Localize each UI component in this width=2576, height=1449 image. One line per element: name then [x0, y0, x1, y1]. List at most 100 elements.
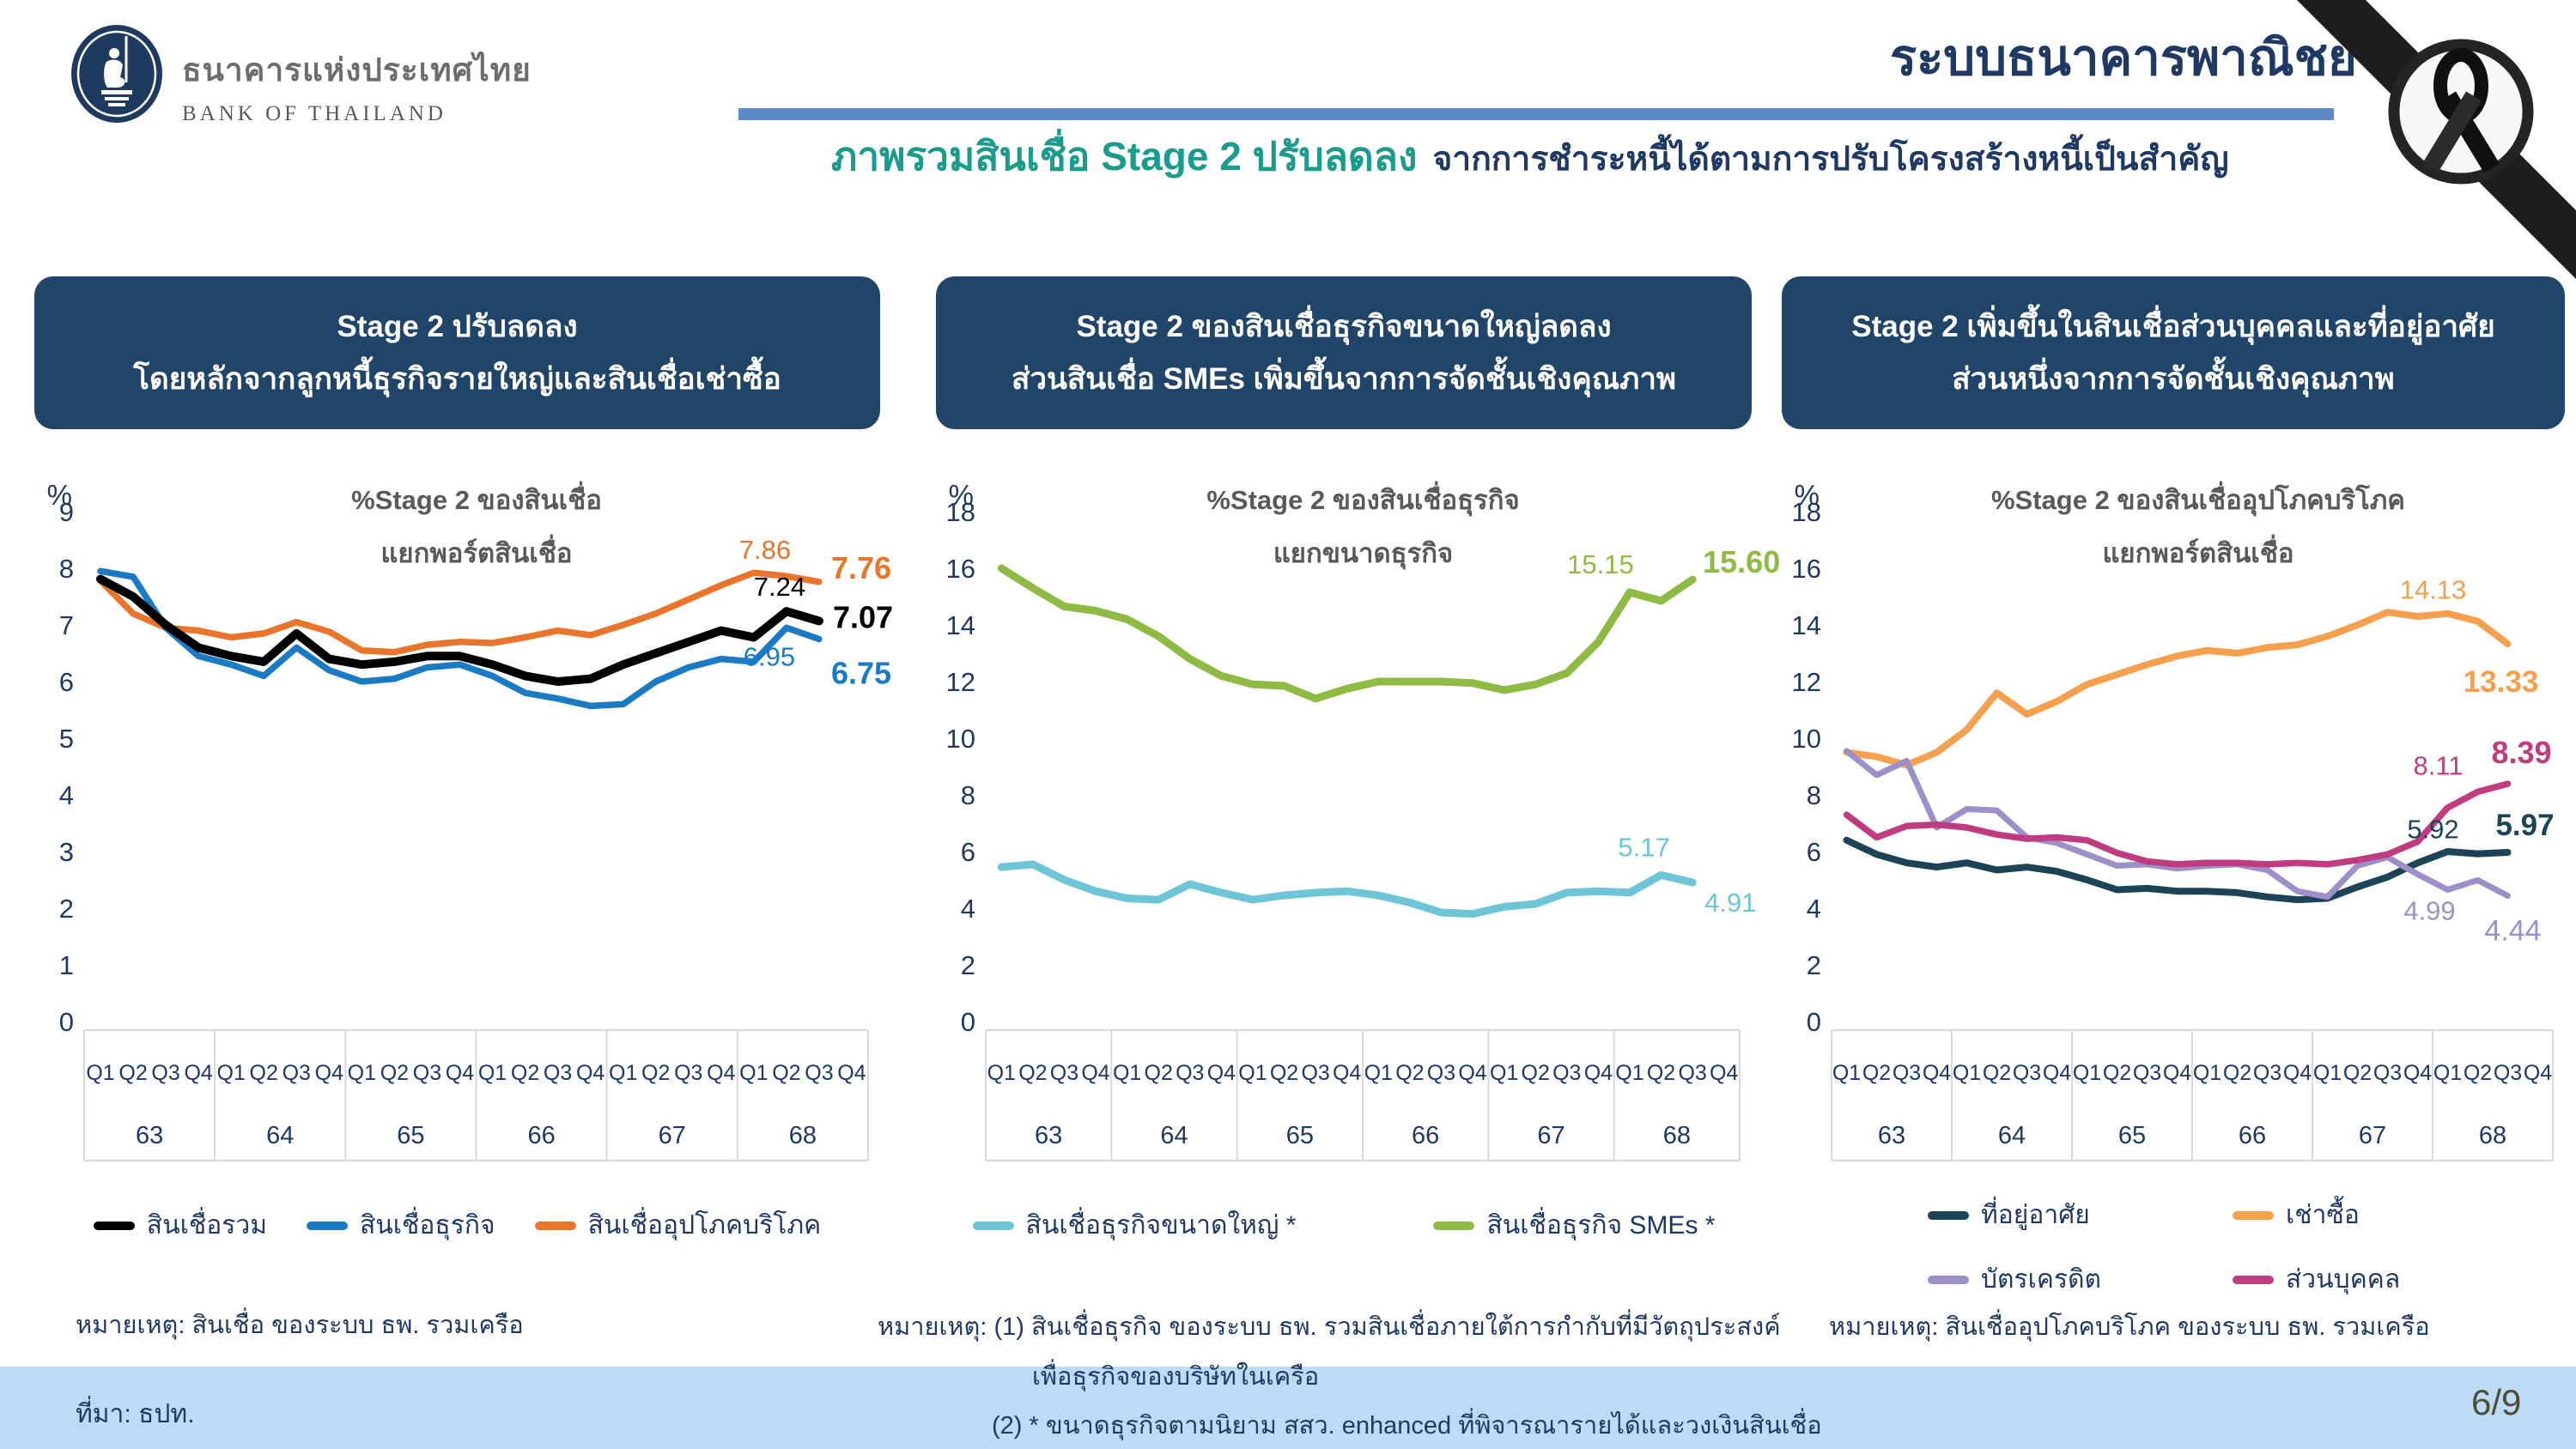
- total-loans-swatch-icon: [93, 1221, 135, 1230]
- series-line-2: [97, 569, 823, 656]
- quarter-label: Q4: [2524, 1061, 2552, 1085]
- quarter-label: Q1: [2433, 1061, 2462, 1085]
- page-title: ระบบธนาคารพาณิชย์: [1889, 30, 2357, 86]
- series-line-3: [1843, 780, 2512, 868]
- page-number: 6/9: [2471, 1382, 2522, 1422]
- quarter-label: Q2: [118, 1061, 147, 1085]
- quarter-label: Q4: [1710, 1061, 1738, 1085]
- legend-item-large-business: สินเชื่อธุรกิจขนาดใหญ่ *: [972, 1205, 1296, 1246]
- data-label: 4.91: [1704, 888, 1756, 918]
- data-label: 5.97: [2495, 809, 2554, 842]
- data-label: 7.86: [739, 535, 791, 565]
- chart-2-note-line-2: เพื่อธุรกิจของบริษัทในเครือ: [1032, 1363, 1320, 1391]
- y-axis-unit: %: [949, 479, 974, 511]
- data-label: 7.76: [831, 550, 891, 585]
- quarter-label: Q4: [1923, 1061, 1951, 1085]
- series-line-0: [96, 574, 823, 686]
- quarter-label: Q2: [2223, 1061, 2251, 1085]
- legend-item-hire-purchase: เช่าซื้อ: [2233, 1195, 2529, 1235]
- y-tick: 0: [961, 1007, 975, 1037]
- quarter-label: Q1: [1490, 1061, 1518, 1085]
- year-label: 63: [136, 1122, 163, 1149]
- data-label: 4.44: [2484, 914, 2541, 947]
- quarter-label: Q4: [1333, 1061, 1361, 1085]
- quarter-label: Q1: [2313, 1061, 2342, 1085]
- data-label: 8.39: [2491, 735, 2551, 770]
- chart-3-legend: ที่อยู่อาศัย เช่าซื้อ บัตรเครดิต ส่วนบุค…: [1928, 1195, 2529, 1300]
- quarter-label: Q3: [805, 1061, 833, 1085]
- quarter-label: Q3: [544, 1061, 572, 1085]
- x-axis-table: [1831, 1029, 2554, 1161]
- bank-of-thailand-logo-icon: [71, 25, 162, 123]
- quarter-label: Q4: [446, 1061, 474, 1085]
- quarter-label: Q3: [2253, 1061, 2281, 1085]
- panel-1-header-line-1: Stage 2 ปรับลดลง: [337, 309, 578, 343]
- quarter-label: Q1: [478, 1061, 507, 1085]
- data-label: 15.15: [1567, 549, 1634, 579]
- panel-2-header-line-1: Stage 2 ของสินเชื่อธุรกิจขนาดใหญ่ลดลง: [1076, 309, 1612, 343]
- y-tick: 6: [59, 667, 74, 697]
- mourning-ribbon-icon: [2297, 0, 2576, 279]
- legend-item-smes: สินเชื่อธุรกิจ SMEs *: [1433, 1205, 1715, 1246]
- y-tick: 16: [1792, 554, 1821, 584]
- data-label: 14.13: [2400, 575, 2467, 605]
- panel-header-3: Stage 2 เพิ่มขึ้นในสินเชื่อส่วนบุคคลและท…: [1782, 276, 2565, 429]
- quarter-label: Q4: [1458, 1061, 1486, 1085]
- legend-item-total-loans: สินเชื่อรวม: [93, 1205, 267, 1246]
- subtitle: ภาพรวมสินเชื่อ Stage 2 ปรับลดลง จากการชำ…: [831, 125, 2229, 188]
- y-tick: 1: [59, 950, 74, 980]
- data-label: 15.60: [1703, 544, 1780, 579]
- data-label: 6.95: [744, 641, 795, 671]
- quarter-label: Q2: [2103, 1061, 2131, 1085]
- quarter-label: Q4: [2283, 1061, 2312, 1085]
- year-label: 65: [397, 1122, 424, 1149]
- quarter-label: Q1: [609, 1061, 637, 1085]
- panel-2-header-line-2: ส่วนสินเชื่อ SMEs เพิ่มขึ้นจากการจัดชั้น…: [1011, 362, 1677, 396]
- hire-purchase-swatch-icon: [2233, 1210, 2274, 1220]
- chart-3-title: %Stage 2 ของสินเชื่ออุปโภคบริโภค แยกพอร์…: [1990, 485, 2406, 568]
- legend-item-business-loans: สินเชื่อธุรกิจ: [306, 1205, 495, 1246]
- y-tick: 18: [946, 497, 975, 527]
- quarter-label: Q2: [1647, 1061, 1675, 1085]
- y-tick: 10: [946, 724, 975, 754]
- quarter-label: Q1: [86, 1061, 114, 1085]
- quarter-label: Q1: [217, 1061, 246, 1085]
- year-label: 67: [2359, 1122, 2386, 1149]
- chart-2-note-line-3: (2) * ขนาดธุรกิจตามนิยาม สสว. enhanced ท…: [992, 1412, 1822, 1440]
- quarter-label: Q2: [250, 1061, 278, 1085]
- quarter-label: Q1: [1832, 1061, 1861, 1085]
- quarter-label: Q2: [1395, 1061, 1424, 1085]
- quarter-label: Q1: [2193, 1061, 2221, 1085]
- quarter-label: Q4: [2403, 1061, 2432, 1085]
- data-label: 5.92: [2407, 815, 2458, 845]
- business-loans-swatch-icon: [306, 1221, 348, 1230]
- year-label: 68: [1663, 1122, 1691, 1149]
- data-label: 7.24: [754, 572, 805, 602]
- year-label: 66: [2239, 1122, 2266, 1149]
- quarter-label: Q4: [1207, 1061, 1236, 1085]
- series-line-0: [997, 860, 1697, 919]
- quarter-label: Q1: [2073, 1061, 2101, 1085]
- y-tick: 12: [1792, 667, 1821, 697]
- panel-3-header-line-1: Stage 2 เพิ่มขึ้นในสินเชื่อส่วนบุคคลและท…: [1851, 309, 2495, 343]
- quarter-label: Q2: [380, 1061, 409, 1085]
- data-label: 7.07: [833, 599, 893, 634]
- chart-1-title: %Stage 2 ของสินเชื่อ แยกพอร์ตสินเชื่อ: [351, 485, 602, 568]
- quarter-label: Q2: [1270, 1061, 1298, 1085]
- quarter-label: Q2: [511, 1061, 539, 1085]
- x-axis-table: [985, 1029, 1741, 1161]
- quarter-label: Q1: [348, 1061, 376, 1085]
- quarter-label: Q3: [1301, 1061, 1329, 1085]
- panel-header-1: Stage 2 ปรับลดลง โดยหลักจากลูกหนี้ธุรกิจ…: [34, 276, 880, 429]
- y-axis-unit: %: [1795, 479, 1820, 511]
- quarter-label: Q3: [2013, 1061, 2041, 1085]
- y-tick: 4: [961, 894, 975, 924]
- quarter-label: Q1: [1364, 1061, 1393, 1085]
- series-line-1: [997, 564, 1697, 703]
- year-label: 64: [1998, 1122, 2026, 1149]
- y-tick: 10: [1792, 724, 1821, 754]
- y-tick: 6: [1807, 837, 1821, 867]
- data-label: 4.99: [2403, 895, 2455, 925]
- y-tick: 16: [946, 554, 975, 584]
